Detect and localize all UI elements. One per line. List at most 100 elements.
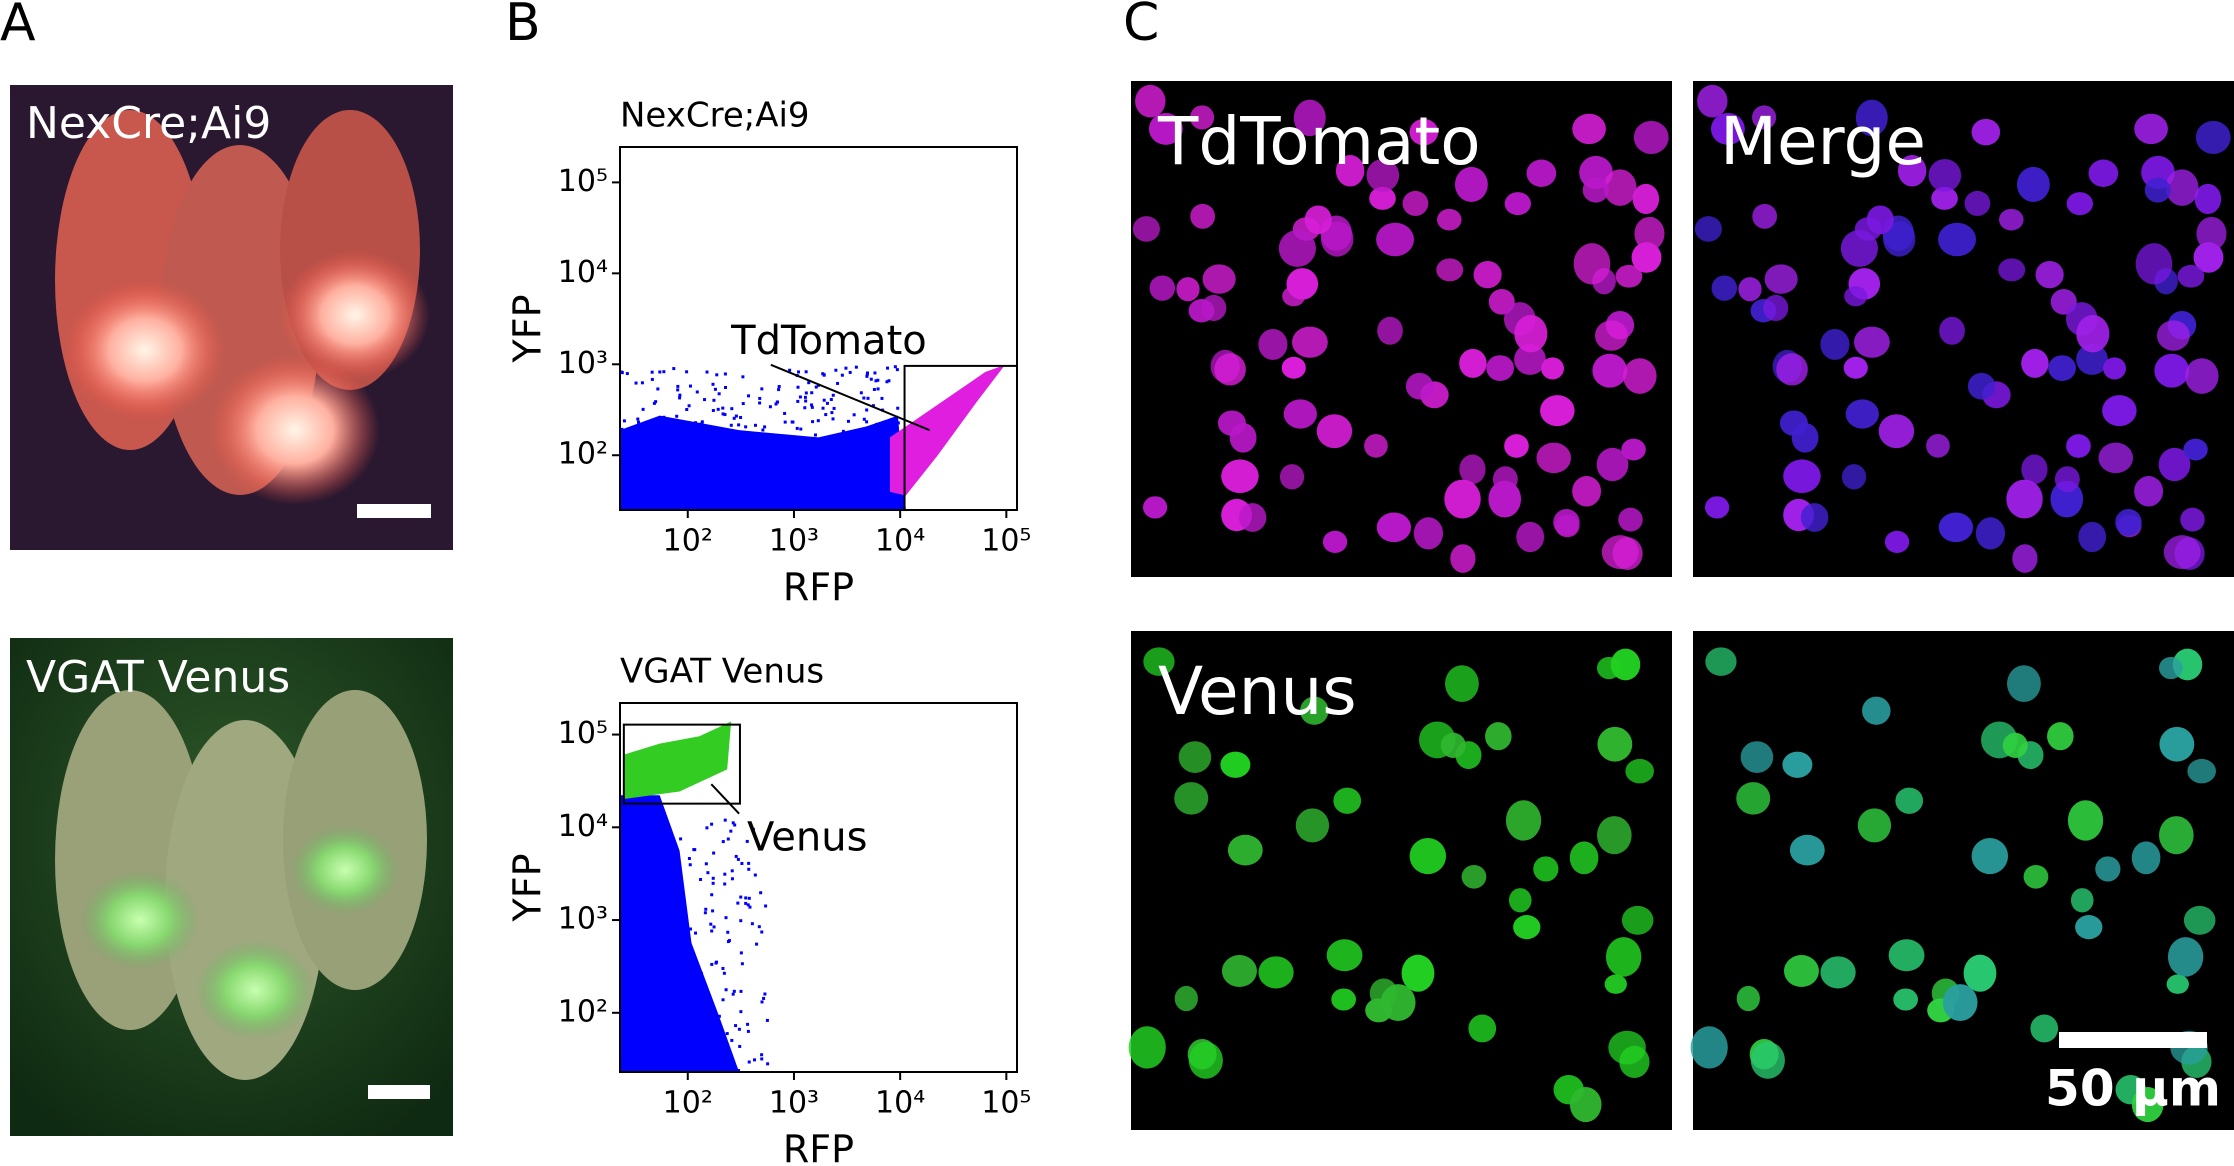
cell	[1176, 277, 1200, 302]
scale-bar-label: 50 μm	[2045, 1060, 2221, 1118]
event-dot	[740, 861, 744, 865]
event-dot	[624, 1027, 628, 1031]
event-dot	[650, 377, 654, 381]
event-dot	[777, 388, 781, 392]
event-dot	[650, 1041, 654, 1045]
cell	[1135, 84, 1166, 118]
cell	[1401, 954, 1435, 992]
cell	[2030, 1014, 2059, 1043]
event-dot	[730, 877, 734, 881]
event-dot	[700, 420, 704, 424]
cell	[1293, 99, 1326, 137]
cell	[1736, 985, 1760, 1012]
event-dot	[885, 380, 889, 384]
event-dot	[721, 406, 725, 410]
event-dot	[643, 436, 647, 440]
event-dot	[665, 1064, 669, 1068]
event-dot	[652, 401, 656, 405]
event-dot	[721, 840, 725, 844]
event-dot	[640, 988, 644, 992]
cell	[2166, 974, 2189, 994]
cell	[2183, 905, 2216, 935]
event-dot	[707, 1046, 711, 1050]
event-dot	[745, 839, 749, 843]
event-dot	[685, 960, 689, 964]
event-dot	[896, 421, 900, 425]
cell	[1938, 512, 1974, 543]
cell	[2134, 476, 2164, 507]
cell	[1998, 258, 2026, 282]
cell	[2076, 314, 2110, 353]
scale-bar	[357, 504, 431, 518]
cell	[1369, 186, 1396, 210]
event-dot	[722, 971, 726, 975]
event-dot	[761, 428, 765, 432]
event-dot	[710, 929, 714, 933]
cell	[1258, 328, 1288, 360]
event-dot	[703, 1030, 707, 1034]
event-dot	[729, 423, 733, 427]
event-dot	[763, 425, 767, 429]
event-dot	[699, 877, 703, 881]
event-dot	[791, 420, 795, 424]
event-dot	[739, 919, 743, 923]
event-dot	[836, 381, 840, 385]
cell	[1605, 937, 1642, 977]
micrograph	[1690, 631, 2234, 1130]
cell	[2187, 758, 2216, 784]
event-dot	[703, 1015, 707, 1019]
cell	[2016, 166, 2050, 202]
event-dot	[717, 1014, 721, 1018]
y-tick-label: 10²	[558, 437, 608, 472]
event-dot	[747, 896, 751, 900]
glow	[65, 280, 225, 420]
cell	[1820, 956, 1856, 989]
cell	[1279, 464, 1305, 490]
event-dot	[723, 386, 727, 390]
cell	[1573, 243, 1611, 285]
micrograph-label: TdTomato	[1157, 103, 1481, 180]
cell	[1174, 985, 1198, 1012]
event-dot	[662, 370, 666, 374]
cell	[2078, 521, 2107, 553]
event-dot	[734, 1024, 738, 1028]
event-dot	[657, 844, 661, 848]
cell	[1694, 216, 1722, 242]
event-dot	[668, 887, 672, 891]
cell	[2023, 864, 2049, 889]
cell	[1331, 988, 1356, 1011]
cell	[1238, 503, 1267, 532]
event-dot	[822, 398, 826, 402]
event-dot	[675, 414, 679, 418]
event-dot	[760, 387, 764, 391]
event-dot	[663, 1006, 667, 1010]
event-dot	[810, 403, 814, 407]
cell	[1281, 356, 1306, 379]
event-dot	[737, 1027, 741, 1031]
cell	[1190, 203, 1216, 229]
cell	[1220, 751, 1251, 778]
event-dot	[660, 993, 664, 997]
event-dot	[734, 854, 738, 858]
event-dot	[796, 385, 800, 389]
x-tick-label: 10²	[663, 1086, 713, 1121]
event-cloud	[620, 795, 740, 1072]
event-dot	[768, 405, 772, 409]
event-dot	[622, 858, 626, 862]
cell	[2183, 438, 2208, 461]
event-dot	[640, 381, 644, 385]
event-dot	[744, 425, 748, 429]
event-dot	[685, 370, 689, 374]
cell	[1485, 722, 1512, 751]
event-dot	[876, 387, 880, 391]
event-dot	[755, 942, 759, 946]
cell	[1740, 741, 1774, 773]
event-dot	[796, 399, 800, 403]
cell	[2054, 466, 2080, 493]
event-dot	[795, 426, 799, 430]
cell	[2102, 395, 2137, 427]
micrograph: Venus	[1128, 631, 1672, 1130]
cell	[1148, 112, 1183, 145]
event-dot	[759, 891, 763, 895]
